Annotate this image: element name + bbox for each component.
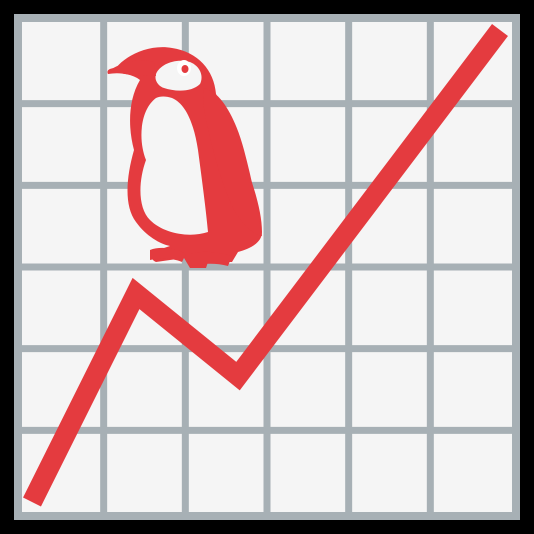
trend-line [23,23,508,507]
penguin-left-foot [150,247,186,262]
chart-grid [22,22,512,512]
penguin-wing [203,88,262,236]
penguin-right-foot [190,251,232,266]
penguin-pupil [181,65,189,73]
penguin-icon [107,47,263,269]
penguin-belly [140,96,208,235]
penguin-beak [110,60,156,76]
